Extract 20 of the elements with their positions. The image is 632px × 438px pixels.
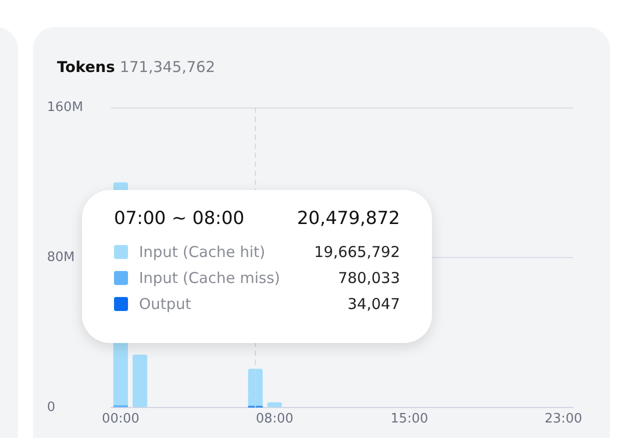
bar bbox=[248, 368, 263, 406]
x-tick-label: 15:00 bbox=[390, 412, 428, 427]
annotation: 34,047 bbox=[348, 295, 400, 313]
chart-subtitle: 171,345,762 bbox=[120, 58, 216, 76]
annotation: 19,665,792 bbox=[314, 243, 400, 261]
annotation: 20,479,872 bbox=[296, 208, 400, 229]
annotation: 780,033 bbox=[338, 269, 400, 287]
chart-title: Tokens bbox=[57, 58, 115, 76]
bar bbox=[267, 402, 282, 408]
annotation: 07:00 ~ 08:00 bbox=[114, 208, 244, 229]
y-tick-label: 160M bbox=[47, 100, 84, 116]
x-tick-label: 00:00 bbox=[102, 412, 140, 427]
legend-label: Input (Cache miss) bbox=[139, 269, 282, 287]
legend-label: Input (Cache hit) bbox=[139, 243, 266, 261]
bar bbox=[132, 354, 148, 408]
legend-label: Output bbox=[139, 295, 192, 313]
x-tick-label: 08:00 bbox=[256, 412, 294, 427]
y-tick-label: 0 bbox=[47, 400, 56, 415]
x-tick-label: 23:00 bbox=[544, 412, 582, 427]
y-tick-label: 80M bbox=[47, 250, 75, 265]
